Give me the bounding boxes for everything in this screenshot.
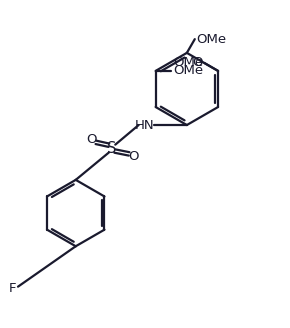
Text: OMe: OMe — [173, 64, 203, 77]
Text: OMe: OMe — [173, 56, 203, 70]
Text: S: S — [107, 141, 117, 155]
Text: F: F — [9, 282, 17, 295]
Text: O: O — [128, 150, 139, 163]
Text: OMe: OMe — [196, 33, 226, 46]
Text: O: O — [86, 133, 97, 146]
Text: O: O — [192, 56, 203, 70]
Text: HN: HN — [135, 118, 155, 132]
